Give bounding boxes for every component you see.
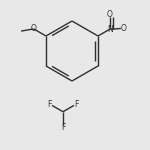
Text: F: F <box>75 100 79 109</box>
Text: O: O <box>107 10 113 19</box>
Text: O: O <box>31 24 37 33</box>
Text: N: N <box>107 25 112 34</box>
Text: F: F <box>61 123 65 132</box>
Text: F: F <box>47 100 51 109</box>
Text: O: O <box>121 24 127 33</box>
